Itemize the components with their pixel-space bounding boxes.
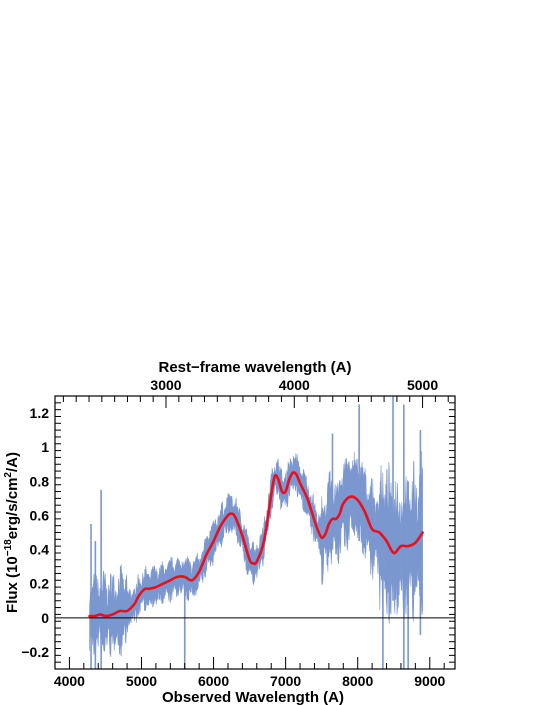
y-axis-title-mid: erg/s/cm	[4, 478, 21, 540]
y-tick-label: 0	[41, 610, 49, 626]
top-axis-title: Rest−frame wavelength (A)	[159, 359, 352, 376]
top-tick-label: 5000	[407, 377, 438, 393]
top-tick-label: 3000	[150, 377, 181, 393]
y-tick-label: 0.8	[30, 473, 50, 489]
y-axis-title-main: Flux (10	[4, 556, 21, 613]
y-axis-title-end: /A)	[4, 452, 21, 472]
x-tick-label: 8000	[342, 673, 373, 689]
y-tick-label: 0.2	[30, 576, 50, 592]
y-tick-label: −0.2	[21, 644, 49, 660]
y-tick-label: 0.6	[30, 507, 50, 523]
axis-ticks	[54, 395, 455, 670]
y-axis-title-exp1: −18	[3, 539, 14, 556]
y-tick-label: 1	[41, 439, 49, 455]
y-tick-label: 1.2	[30, 405, 50, 421]
x-tick-label: 5000	[126, 673, 157, 689]
top-tick-label: 4000	[279, 377, 310, 393]
x-axis-title: Observed Wavelength (A)	[162, 689, 344, 705]
observed-spectrum	[89, 396, 423, 669]
x-tick-label: 6000	[198, 673, 229, 689]
x-tick-label: 9000	[414, 673, 445, 689]
y-tick-label: 0.4	[30, 542, 50, 558]
x-tick-label: 7000	[270, 673, 301, 689]
tick-labels: 4000 5000 6000 7000 8000 9000 −0.2 0 0.2 0.4 0.6 0.…	[21, 377, 445, 689]
y-axis-title-exp2: 2	[3, 472, 14, 478]
x-tick-label: 4000	[54, 673, 85, 689]
spectrum-band	[89, 451, 423, 661]
y-axis-title: Flux (10−18erg/s/cm2/A)	[3, 452, 21, 613]
model-curve	[88, 471, 424, 618]
